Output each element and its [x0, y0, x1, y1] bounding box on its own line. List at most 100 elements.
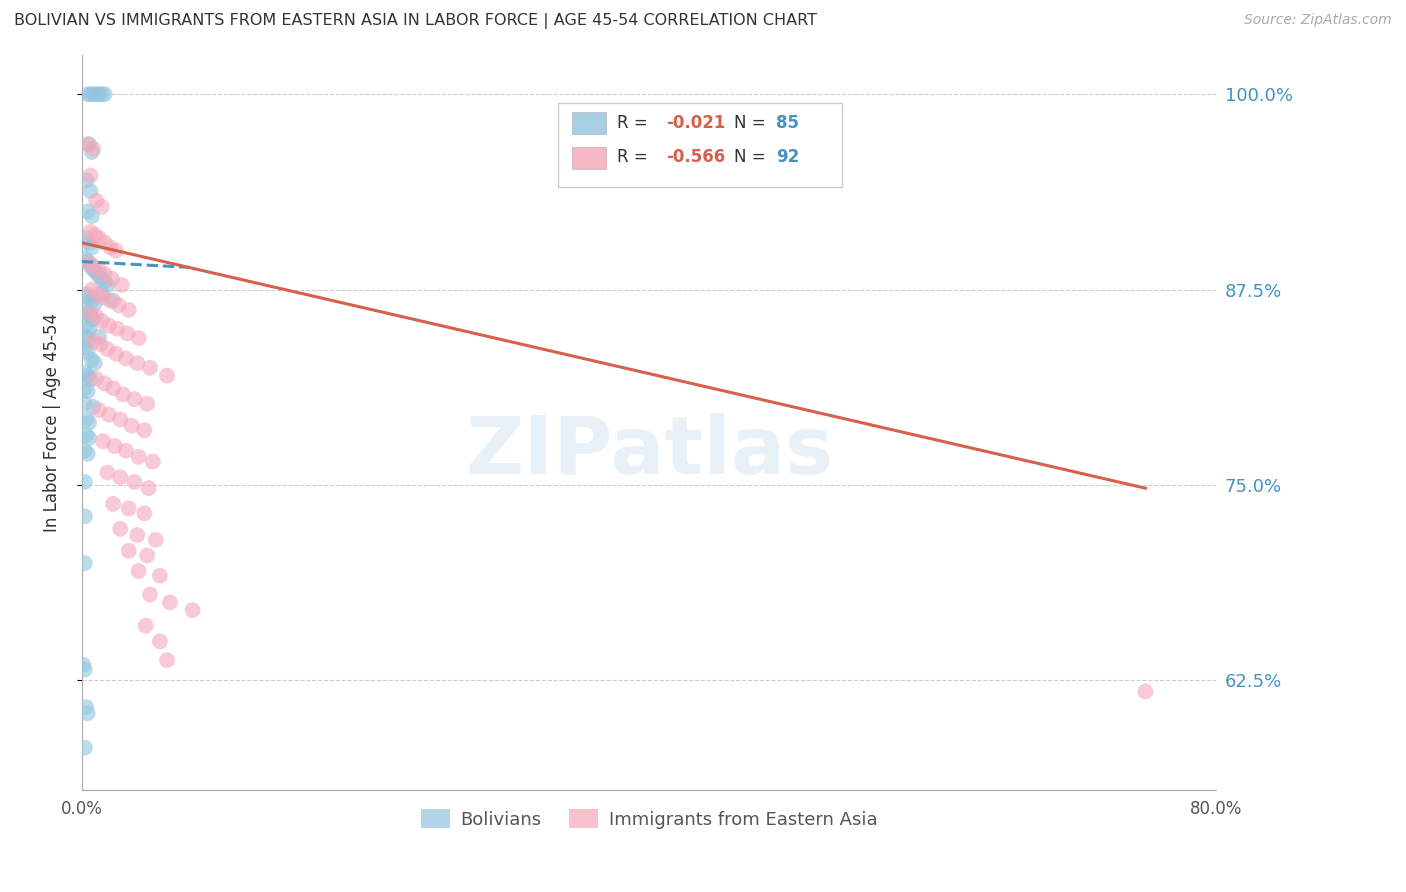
Point	[96, 342, 118, 356]
Point	[149, 568, 172, 582]
Point	[82, 400, 104, 414]
Point	[139, 360, 162, 375]
Point	[96, 466, 118, 480]
Point	[80, 293, 103, 308]
Text: -0.566: -0.566	[666, 148, 725, 166]
Point	[100, 271, 122, 285]
Point	[76, 345, 98, 359]
Text: Source: ZipAtlas.com: Source: ZipAtlas.com	[1244, 13, 1392, 28]
Point	[87, 329, 110, 343]
Point	[73, 252, 96, 266]
Point	[136, 549, 159, 563]
Point	[159, 595, 181, 609]
FancyBboxPatch shape	[572, 147, 606, 169]
Point	[127, 356, 149, 370]
Point	[79, 259, 101, 273]
Point	[76, 306, 98, 320]
Point	[87, 87, 110, 102]
Point	[73, 381, 96, 395]
Point	[73, 302, 96, 317]
Point	[82, 87, 104, 102]
Point	[76, 368, 98, 383]
Point	[110, 522, 132, 536]
Point	[115, 351, 138, 366]
Point	[75, 412, 97, 426]
Point	[134, 506, 156, 520]
Point	[87, 231, 110, 245]
Point	[90, 271, 112, 285]
Point	[80, 240, 103, 254]
Point	[136, 397, 159, 411]
Legend: Bolivians, Immigrants from Eastern Asia: Bolivians, Immigrants from Eastern Asia	[413, 802, 884, 836]
Point	[156, 653, 179, 667]
Point	[79, 87, 101, 102]
Point	[76, 447, 98, 461]
Text: N =: N =	[734, 148, 770, 166]
Point	[96, 277, 118, 292]
Point	[104, 347, 127, 361]
Point	[128, 450, 150, 464]
Point	[84, 194, 107, 208]
Text: 92: 92	[776, 148, 800, 166]
Point	[134, 423, 156, 437]
Point	[72, 657, 94, 672]
Point	[121, 418, 143, 433]
Point	[84, 310, 107, 324]
Point	[97, 318, 120, 333]
Point	[115, 443, 138, 458]
Point	[76, 706, 98, 721]
Point	[156, 368, 179, 383]
Point	[93, 376, 115, 391]
Point	[90, 287, 112, 301]
Point	[82, 142, 104, 156]
Point	[77, 235, 100, 250]
Point	[118, 501, 141, 516]
Point	[86, 287, 108, 301]
Point	[124, 392, 146, 406]
Point	[82, 259, 104, 273]
Point	[1135, 684, 1157, 698]
Text: R =: R =	[617, 148, 654, 166]
Point	[73, 366, 96, 380]
Point	[82, 262, 104, 277]
Point	[97, 408, 120, 422]
Point	[83, 296, 105, 310]
Point	[79, 306, 101, 320]
FancyBboxPatch shape	[572, 112, 606, 135]
Point	[76, 204, 98, 219]
Point	[83, 227, 105, 242]
Y-axis label: In Labor Force | Age 45-54: In Labor Force | Age 45-54	[44, 313, 60, 532]
Point	[73, 443, 96, 458]
Point	[89, 337, 111, 351]
Point	[82, 334, 104, 349]
Point	[84, 265, 107, 279]
Text: -0.021: -0.021	[666, 114, 725, 132]
Point	[75, 287, 97, 301]
Point	[75, 318, 97, 333]
Point	[77, 322, 100, 336]
Point	[73, 475, 96, 489]
Point	[75, 700, 97, 714]
Point	[80, 283, 103, 297]
Point	[181, 603, 204, 617]
Point	[149, 634, 172, 648]
Point	[73, 341, 96, 355]
Point	[73, 509, 96, 524]
Point	[76, 254, 98, 268]
Point	[87, 268, 110, 283]
Point	[145, 533, 167, 547]
Text: R =: R =	[617, 114, 654, 132]
Point	[128, 564, 150, 578]
Text: BOLIVIAN VS IMMIGRANTS FROM EASTERN ASIA IN LABOR FORCE | AGE 45-54 CORRELATION : BOLIVIAN VS IMMIGRANTS FROM EASTERN ASIA…	[14, 13, 817, 29]
Point	[98, 240, 121, 254]
Point	[79, 310, 101, 324]
Point	[139, 587, 162, 601]
Point	[79, 169, 101, 183]
Point	[73, 397, 96, 411]
Point	[90, 200, 112, 214]
Point	[93, 235, 115, 250]
Point	[79, 184, 101, 198]
Point	[103, 439, 125, 453]
Point	[90, 87, 112, 102]
Point	[82, 312, 104, 326]
